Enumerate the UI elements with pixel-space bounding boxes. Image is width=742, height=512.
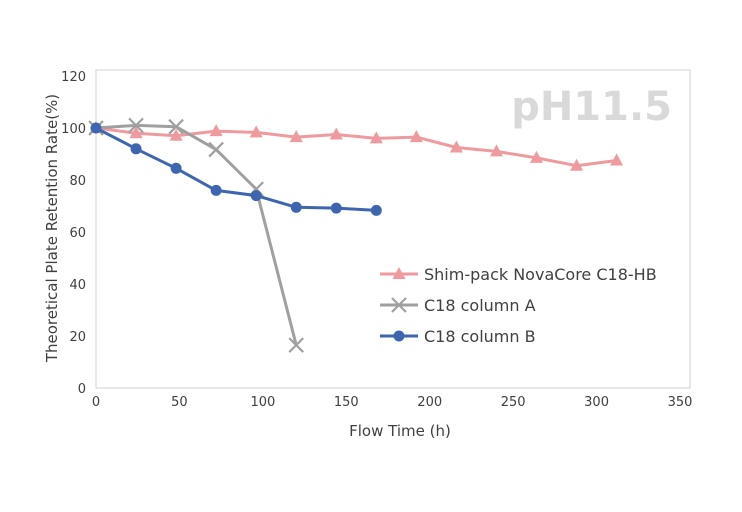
data-point (169, 128, 183, 141)
y-tick-label: 40 (69, 278, 86, 293)
data-point (290, 201, 302, 213)
legend-item: C18 column B (380, 327, 536, 346)
data-point (250, 190, 262, 202)
data-point (288, 337, 305, 353)
data-point (449, 140, 463, 153)
x-tick-label: 200 (417, 395, 442, 410)
data-point (129, 126, 143, 139)
data-point (90, 122, 102, 134)
legend-marker (393, 330, 405, 342)
data-point (409, 130, 423, 143)
y-tick-label: 100 (61, 122, 86, 137)
y-axis-title: Theoretical Plate Retention Rate(%) (43, 94, 61, 363)
data-point (168, 118, 184, 135)
data-point (489, 144, 503, 157)
legend-label: C18 column B (424, 327, 536, 346)
data-point (610, 153, 624, 166)
legend: Shim-pack NovaCore C18-HB C18 column A C18… (380, 265, 657, 346)
data-point (209, 124, 223, 137)
y-tick-label: 20 (69, 330, 86, 345)
data-point (210, 184, 222, 196)
data-point (249, 125, 263, 138)
x-tick-label: 300 (584, 395, 609, 410)
data-point (170, 162, 182, 174)
data-point (130, 143, 142, 155)
data-point (530, 150, 544, 163)
x-tick-label: 100 (250, 395, 275, 410)
y-tick-label: 0 (78, 382, 86, 397)
legend-item: Shim-pack NovaCore C18-HB (380, 265, 657, 284)
x-tick-label: 350 (668, 395, 693, 410)
data-point (329, 127, 343, 140)
series-line (95, 126, 377, 212)
data-point (128, 117, 144, 134)
legend-marker (392, 267, 406, 279)
y-tick-label: 80 (69, 174, 86, 189)
legend-label: Shim-pack NovaCore C18-HB (424, 265, 657, 284)
legend-item: C18 column A (380, 296, 536, 315)
x-tick-label: 150 (334, 395, 359, 410)
x-tick-label: 250 (501, 395, 526, 410)
x-tick-label: 0 (92, 395, 100, 410)
data-point (370, 204, 382, 216)
y-tick-label: 120 (61, 70, 86, 85)
series-2 (90, 122, 382, 216)
data-point (208, 141, 224, 158)
data-point (330, 202, 342, 214)
x-axis-title: Flow Time (h) (349, 422, 451, 440)
series-1 (88, 117, 305, 353)
legend-label: C18 column A (424, 296, 536, 315)
ph-annotation: pH11.5 (511, 84, 672, 130)
series-line (95, 126, 617, 168)
data-point (369, 131, 383, 144)
plot-area-frame (95, 69, 691, 389)
y-tick-label: 60 (69, 226, 86, 241)
series-0 (89, 121, 624, 171)
series-line (95, 123, 298, 346)
data-point (570, 158, 584, 171)
data-point (289, 130, 303, 143)
x-tick-label: 50 (171, 395, 188, 410)
legend-marker (391, 297, 407, 313)
